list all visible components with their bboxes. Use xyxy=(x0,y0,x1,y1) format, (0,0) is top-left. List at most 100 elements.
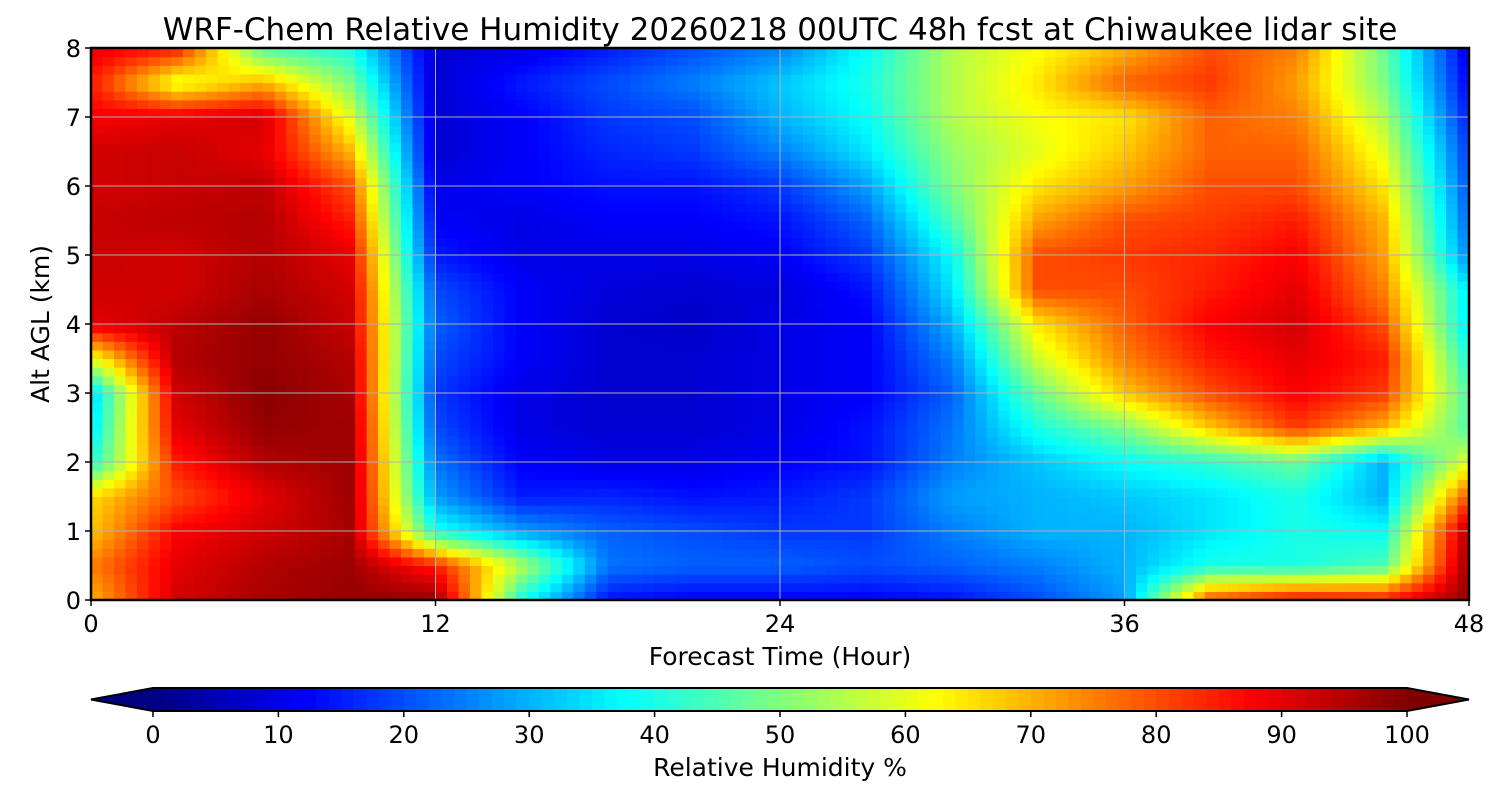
heatmap-cell xyxy=(1021,487,1034,498)
heatmap-cell xyxy=(929,505,942,515)
heatmap-cell xyxy=(998,375,1011,385)
heatmap-cell xyxy=(653,556,666,567)
heatmap-cell xyxy=(217,522,230,532)
heatmap-cell xyxy=(917,427,930,437)
heatmap-cell xyxy=(401,462,414,472)
heatmap-cell xyxy=(251,375,264,385)
heatmap-cell xyxy=(1457,539,1469,549)
heatmap-cell xyxy=(228,298,241,308)
heatmap-cell xyxy=(1319,263,1332,273)
heatmap-cell xyxy=(148,487,161,498)
heatmap-cell xyxy=(722,272,735,282)
heatmap-cell xyxy=(1078,582,1091,592)
heatmap-cell xyxy=(596,384,609,394)
heatmap-cell xyxy=(975,289,988,299)
heatmap-cell xyxy=(596,574,609,584)
heatmap-cell xyxy=(550,410,563,420)
heatmap-cell xyxy=(906,427,919,437)
heatmap-cell xyxy=(929,237,942,247)
heatmap-cell xyxy=(171,513,184,523)
heatmap-cell xyxy=(607,324,620,334)
heatmap-cell xyxy=(113,462,127,472)
heatmap-cell xyxy=(1377,384,1390,394)
heatmap-cell xyxy=(1308,410,1321,420)
heatmap-cell xyxy=(573,582,586,592)
heatmap-cell xyxy=(492,548,505,558)
heatmap-cell xyxy=(998,401,1011,411)
heatmap-cell xyxy=(343,531,356,541)
heatmap-cell xyxy=(894,306,907,316)
heatmap-cell xyxy=(228,315,241,325)
heatmap-cell xyxy=(424,255,437,265)
heatmap-cell xyxy=(986,298,999,308)
heatmap-cell xyxy=(1262,427,1275,437)
heatmap-cell xyxy=(424,574,437,584)
heatmap-cell xyxy=(630,237,643,247)
heatmap-cell xyxy=(1101,548,1114,558)
heatmap-cell xyxy=(1101,479,1114,489)
heatmap-cell xyxy=(1308,531,1321,541)
heatmap-cell xyxy=(1388,367,1401,377)
heatmap-cell xyxy=(607,582,620,592)
heatmap-cell xyxy=(332,332,345,342)
heatmap-cell xyxy=(1124,332,1137,342)
heatmap-cell xyxy=(975,453,988,463)
heatmap-cell xyxy=(814,375,827,385)
heatmap-cell xyxy=(1055,556,1068,567)
heatmap-cell xyxy=(1090,324,1103,334)
heatmap-cell xyxy=(1044,548,1057,558)
heatmap-cell xyxy=(538,401,551,411)
heatmap-cell xyxy=(607,358,620,368)
heatmap-cell xyxy=(240,436,253,446)
heatmap-cell xyxy=(446,565,460,575)
heatmap-cell xyxy=(619,505,632,515)
heatmap-cell xyxy=(1273,531,1286,541)
heatmap-cell xyxy=(1377,401,1390,411)
heatmap-cell xyxy=(1423,470,1436,480)
heatmap-cell xyxy=(619,556,632,567)
heatmap-cell xyxy=(297,565,310,575)
heatmap-cell xyxy=(561,513,574,523)
heatmap-cell xyxy=(952,246,965,256)
heatmap-cell xyxy=(1377,332,1390,342)
heatmap-cell xyxy=(802,255,816,265)
heatmap-cell xyxy=(469,298,483,308)
heatmap-cell xyxy=(1032,358,1045,368)
heatmap-cell xyxy=(320,565,333,575)
heatmap-cell xyxy=(642,237,655,247)
heatmap-cell xyxy=(320,436,333,446)
heatmap-cell xyxy=(584,384,597,394)
heatmap-cell xyxy=(1308,401,1321,411)
heatmap-cell xyxy=(1101,470,1114,480)
heatmap-cell xyxy=(975,341,988,351)
heatmap-cell xyxy=(125,591,138,600)
heatmap-cell xyxy=(136,522,150,532)
heatmap-cell xyxy=(619,548,632,558)
heatmap-cell xyxy=(1446,548,1459,558)
heatmap-cell xyxy=(642,298,655,308)
heatmap-cell xyxy=(102,548,115,558)
heatmap-cell xyxy=(343,289,356,299)
heatmap-cell xyxy=(1285,289,1298,299)
heatmap-cell xyxy=(940,298,953,308)
heatmap-cell xyxy=(1181,539,1194,549)
heatmap-cell xyxy=(91,556,104,567)
heatmap-cell xyxy=(538,531,551,541)
heatmap-cell xyxy=(1434,418,1447,429)
heatmap-cell xyxy=(1354,418,1367,429)
heatmap-cell xyxy=(527,453,540,463)
heatmap-cell xyxy=(734,574,747,584)
heatmap-cell xyxy=(1216,496,1229,506)
heatmap-cell xyxy=(676,324,689,334)
heatmap-cell xyxy=(1078,513,1091,523)
heatmap-cell xyxy=(607,341,620,351)
heatmap-cell xyxy=(630,591,643,600)
heatmap-cell xyxy=(1021,289,1034,299)
heatmap-cell xyxy=(791,548,804,558)
heatmap-cell xyxy=(561,444,574,454)
heatmap-cell xyxy=(1388,556,1401,567)
heatmap-cell xyxy=(1090,315,1103,325)
heatmap-cell xyxy=(952,306,965,316)
heatmap-cell xyxy=(1365,539,1378,549)
